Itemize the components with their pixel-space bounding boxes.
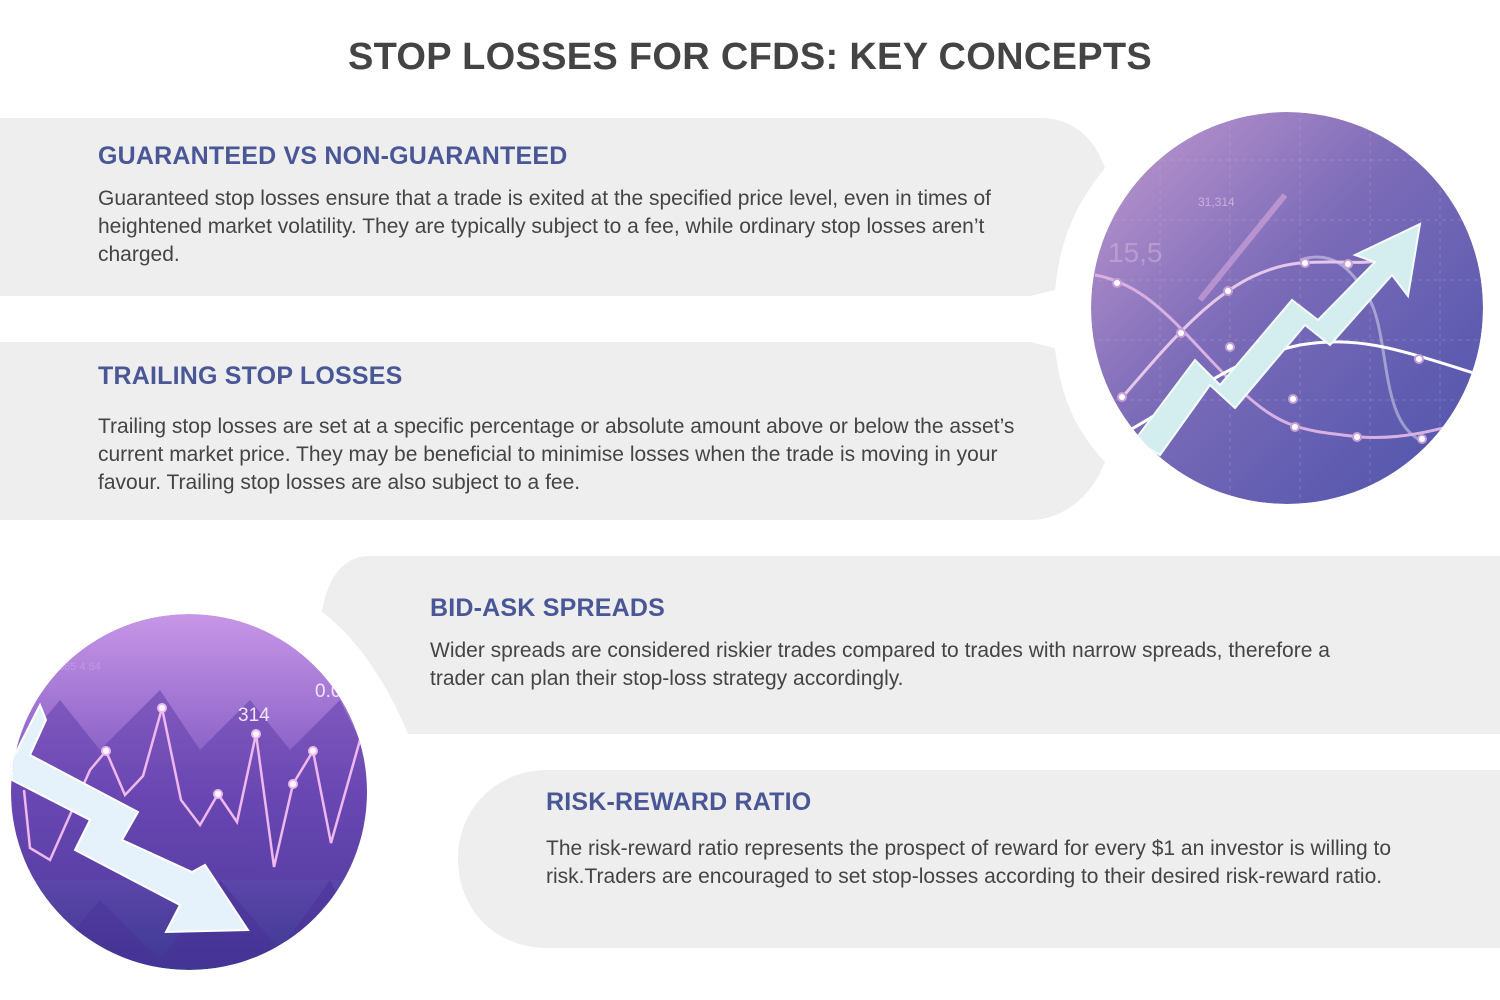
section-heading: GUARANTEED VS NON-GUARANTEED <box>98 142 568 170</box>
panel-risk-reward <box>458 770 1500 948</box>
section-guaranteed: GUARANTEED VS NON-GUARANTEED Guaranteed … <box>98 142 1058 269</box>
downtrend-illustration: 665 4 54 314 0.0 <box>11 614 367 970</box>
uptrend-illustration: 31,314 15,5 <box>1091 112 1483 504</box>
chart-label: 314 <box>238 705 270 726</box>
section-body: Trailing stop losses are set at a specif… <box>98 415 1015 494</box>
section-body: The risk-reward ratio represents the pro… <box>546 837 1392 888</box>
chart-label: 0.0 <box>315 681 341 702</box>
chart-label: 665 4 54 <box>58 661 101 673</box>
panel-guaranteed <box>0 118 1105 296</box>
section-heading: BID-ASK SPREADS <box>430 594 665 622</box>
section-bid-ask: BID-ASK SPREADS Wider spreads are consid… <box>430 594 1390 693</box>
chart-label: 31,314 <box>1198 195 1235 209</box>
chart-label: 15,5 <box>1108 237 1163 268</box>
down-arrow-icon <box>11 702 250 934</box>
section-heading: RISK-REWARD RATIO <box>546 788 812 816</box>
section-heading: TRAILING STOP LOSSES <box>98 362 403 390</box>
section-body: Wider spreads are considered riskier tra… <box>430 639 1330 690</box>
section-risk-reward: RISK-REWARD RATIO The risk-reward ratio … <box>546 788 1456 891</box>
section-trailing: TRAILING STOP LOSSES Trailing stop losse… <box>98 362 1018 497</box>
section-body: Guaranteed stop losses ensure that a tra… <box>98 187 992 266</box>
panel-bid-ask <box>322 556 1500 734</box>
page-title: STOP LOSSES FOR CFDS: KEY CONCEPTS <box>347 36 1153 78</box>
up-arrow-icon <box>1133 222 1422 457</box>
panel-trailing <box>0 342 1105 520</box>
